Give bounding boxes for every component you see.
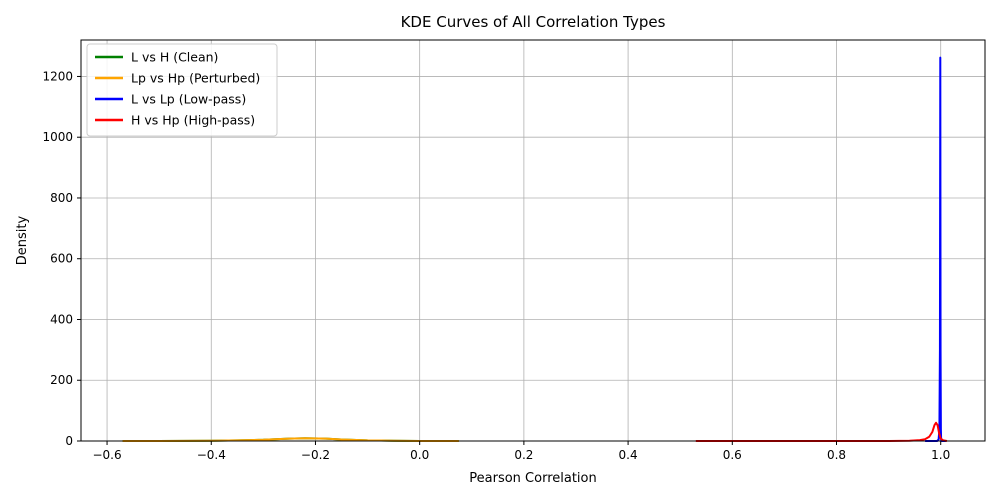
legend-label: L vs H (Clean)	[131, 50, 218, 65]
series-line-3	[695, 421, 948, 442]
chart-title: KDE Curves of All Correlation Types	[401, 13, 666, 31]
axes-frame	[80, 39, 986, 442]
y-tick-label: 1200	[42, 69, 73, 83]
y-tick-label: 600	[50, 252, 73, 266]
y-axis-ticks: 0 200 400 600 800 1000 1200	[42, 69, 81, 448]
x-tick-label: −0.6	[92, 448, 121, 462]
legend: L vs H (Clean) Lp vs Hp (Perturbed) L vs L…	[86, 43, 278, 137]
y-tick-label: 400	[50, 312, 73, 326]
legend-box	[86, 43, 278, 137]
y-tick-label: 1000	[42, 130, 73, 144]
x-tick-label: 0.6	[723, 448, 742, 462]
y-axis-label: Density	[15, 215, 30, 265]
x-tick-label: 1.0	[931, 448, 950, 462]
series-line-2	[925, 56, 946, 442]
x-tick-label: 0.2	[514, 448, 533, 462]
legend-label: L vs Lp (Low-pass)	[131, 92, 246, 107]
x-tick-label: 0.4	[619, 448, 638, 462]
y-tick-label: 800	[50, 191, 73, 205]
legend-label: Lp vs Hp (Perturbed)	[131, 71, 260, 86]
x-tick-label: −0.2	[301, 448, 330, 462]
legend-label: H vs Hp (High-pass)	[131, 113, 255, 128]
y-tick-label: 0	[65, 434, 73, 448]
x-tick-label: −0.4	[197, 448, 226, 462]
x-tick-label: 0.8	[827, 448, 846, 462]
x-tick-label: 0.0	[410, 448, 429, 462]
y-tick-label: 200	[50, 373, 73, 387]
x-axis-ticks: −0.6 −0.4 −0.2 0.0 0.2 0.4 0.6 0.8 1.0	[92, 441, 950, 462]
x-axis-label: Pearson Correlation	[469, 471, 596, 486]
